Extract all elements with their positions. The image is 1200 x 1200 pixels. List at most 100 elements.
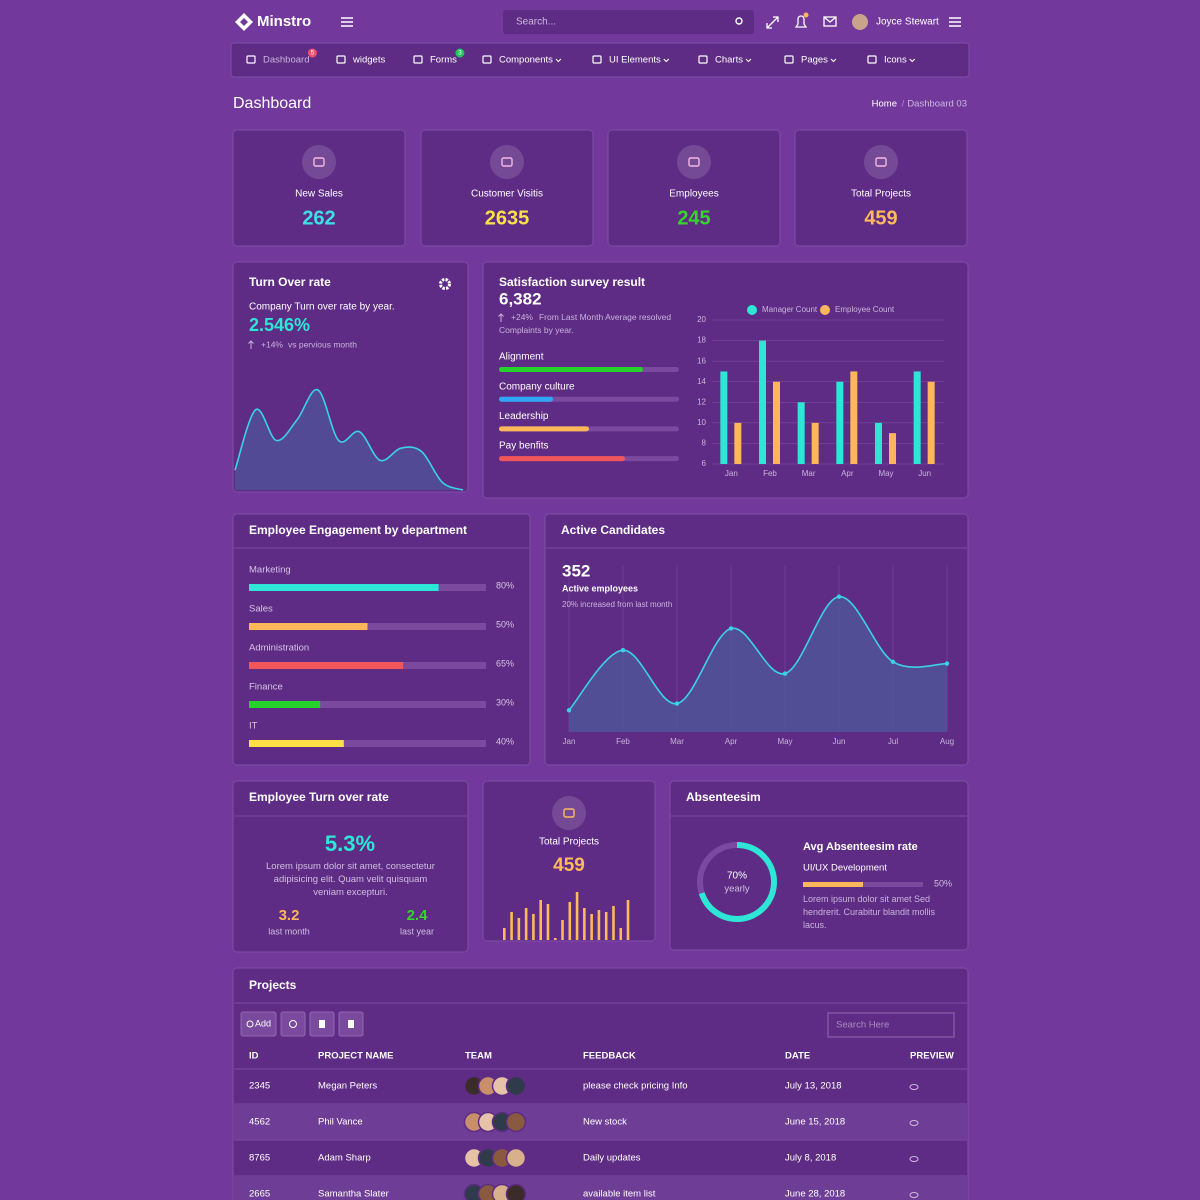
card-title: Projects <box>249 978 297 992</box>
progress-bar <box>249 623 368 630</box>
badge <box>307 48 317 58</box>
bar <box>811 422 819 464</box>
nav-icon <box>592 55 602 64</box>
progress-bar <box>249 701 321 708</box>
mini-bar <box>626 900 630 940</box>
button[interactable] <box>240 1011 277 1037</box>
label: Sales <box>249 604 273 615</box>
x-tick-label: Jun <box>918 469 931 478</box>
search-box[interactable] <box>503 10 754 34</box>
mini-bar <box>553 938 557 940</box>
value-label: 40% <box>496 736 514 746</box>
label: last year <box>400 926 434 936</box>
cell: July 13, 2018 <box>785 1081 842 1092</box>
nav-item[interactable]: Charts <box>715 55 743 66</box>
mini-bar <box>604 912 608 940</box>
mini-bar <box>612 906 615 940</box>
nav-item[interactable]: Icons <box>884 55 907 66</box>
x-tick-label: Jul <box>888 737 898 746</box>
progress-bar <box>249 740 344 747</box>
area-fill <box>569 596 947 732</box>
y-tick-label: 12 <box>697 397 706 406</box>
point <box>890 659 896 665</box>
area-fill <box>235 389 463 490</box>
paragraph: +24% From Last Month Average resolved Com… <box>499 311 689 337</box>
cell: 4562 <box>249 1117 270 1128</box>
metric-value: 5.3% <box>325 831 375 856</box>
arrow-up <box>248 340 254 349</box>
column-header: PREVIEW <box>910 1051 954 1062</box>
label: Leadership <box>499 411 549 422</box>
x-tick-label: Jan <box>725 469 738 478</box>
progress-bar <box>499 367 643 372</box>
legend-swatch <box>747 305 757 315</box>
point <box>782 671 788 676</box>
search-box[interactable] <box>827 1012 955 1038</box>
column-header: DATE <box>785 1051 810 1062</box>
settings-icon[interactable] <box>439 278 451 290</box>
nav-item[interactable]: Forms <box>430 55 457 66</box>
search-icon <box>735 17 743 25</box>
value-label: 50% <box>934 878 952 888</box>
cell: Phil Vance <box>318 1117 363 1128</box>
bar <box>927 381 935 464</box>
team-avatar <box>505 1147 527 1169</box>
button-icon <box>289 1020 297 1028</box>
x-tick-label: Mar <box>802 469 816 478</box>
team-avatar <box>505 1183 527 1200</box>
progress-bar <box>499 396 553 402</box>
card-title: Absenteesim <box>686 790 761 804</box>
point <box>566 708 572 713</box>
breadcrumb-current: Dashboard 03 <box>907 99 967 110</box>
mini-bar <box>510 912 513 940</box>
progress-bar <box>803 882 863 887</box>
preview-icon[interactable] <box>909 1156 919 1162</box>
preview-icon[interactable] <box>909 1084 919 1090</box>
bell-icon[interactable] <box>794 15 808 28</box>
nav-item[interactable]: Dashboard <box>263 55 309 66</box>
cell: Megan Peters <box>318 1081 377 1092</box>
mini-bar <box>561 920 564 940</box>
nav-icon <box>336 55 346 64</box>
expand-icon[interactable] <box>766 16 779 29</box>
column-header: FEEDBACK <box>583 1051 636 1062</box>
button[interactable] <box>280 1011 306 1037</box>
value-label: 65% <box>496 658 514 668</box>
card <box>607 129 781 247</box>
cell: 2345 <box>249 1081 270 1092</box>
brand: Minstro <box>257 13 311 30</box>
label: Active employees <box>562 583 638 593</box>
value-label: 30% <box>496 697 514 707</box>
text: From Last Month Average resolved Complai… <box>499 312 672 335</box>
badge <box>455 48 465 58</box>
label: Employees <box>669 189 718 200</box>
mail-flap <box>823 16 837 23</box>
icon <box>563 808 575 818</box>
cell: July 8, 2018 <box>785 1153 836 1164</box>
x-tick-label: Apr <box>841 469 854 478</box>
label: last month <box>268 926 310 936</box>
nav-item[interactable]: Components <box>499 55 553 66</box>
breadcrumb-sep: / <box>902 99 905 110</box>
area-line <box>568 595 948 711</box>
mail-icon[interactable] <box>823 16 837 27</box>
preview-icon[interactable] <box>909 1120 919 1126</box>
row-highlight <box>234 1104 967 1140</box>
y-tick-label: 14 <box>697 377 706 386</box>
area-line <box>234 389 464 491</box>
x-tick-label: Mar <box>670 737 684 746</box>
badge-count: 5 <box>311 50 315 57</box>
cell: please check pricing Info <box>583 1081 688 1092</box>
progress-bar <box>499 426 589 432</box>
x-tick-label: Aug <box>940 737 954 746</box>
nav-item[interactable]: UI Elements <box>609 55 661 66</box>
preview-icon[interactable] <box>909 1192 919 1198</box>
breadcrumb-link[interactable]: Home <box>872 99 897 110</box>
nav-item[interactable]: Pages <box>801 55 828 66</box>
bar <box>875 422 882 464</box>
nav-item[interactable]: widgets <box>352 55 385 66</box>
label: Avg Absenteesim rate <box>803 841 918 853</box>
button-label[interactable]: Add <box>255 1018 271 1028</box>
metric-value: 6,382 <box>499 289 542 308</box>
